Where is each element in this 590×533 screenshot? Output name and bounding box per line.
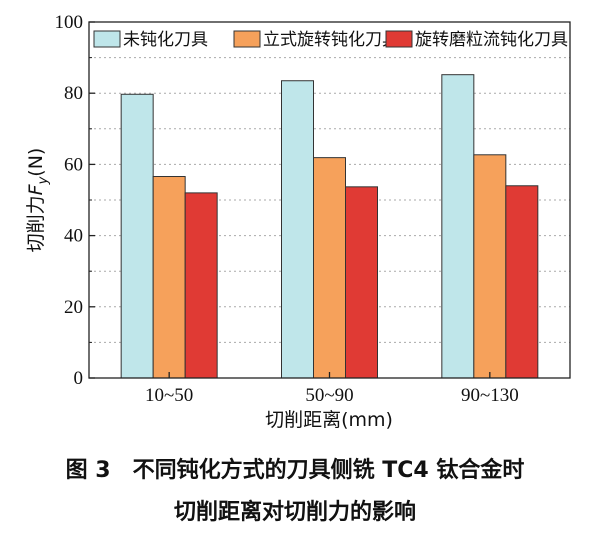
figure-caption-line1: 图 3 不同钝化方式的刀具侧铣 TC4 钛合金时: [65, 458, 525, 483]
bar-2-3: [473, 154, 507, 379]
y-axis-title-var: F: [25, 183, 47, 195]
bar-3-1: [184, 192, 218, 379]
y-tick-label: 60: [64, 154, 83, 175]
figure-caption-line2: 切削距离对切削力的影响: [173, 500, 416, 525]
y-tick-label: 100: [55, 12, 84, 33]
bar-1-2: [281, 80, 314, 379]
y-axis-title-main: 切削力: [25, 195, 47, 252]
y-axis-title-unit: (N): [25, 148, 47, 177]
x-axis-ticks: 10~50 50~90 90~130: [145, 372, 519, 406]
legend-swatch-1: [93, 30, 121, 48]
bars: [120, 74, 539, 379]
bar-1-1: [120, 93, 154, 379]
legend-label-1: 未钝化刀具: [123, 30, 208, 50]
bar-3-2: [345, 186, 378, 379]
legend-swatch-2: [233, 30, 261, 48]
x-tick-label: 50~90: [305, 385, 353, 406]
bar-3-3: [505, 185, 539, 379]
y-axis-title-sub: y: [36, 176, 51, 185]
legend: 未钝化刀具 立式旋转钝化刀具 旋转磨粒流钝化刀具: [93, 30, 568, 50]
y-tick-label: 0: [74, 368, 84, 389]
legend-label-2: 立式旋转钝化刀具: [263, 30, 399, 50]
y-axis-ticks: 0 20 40 60 80 100: [55, 12, 95, 389]
legend-label-3: 旋转磨粒流钝化刀具: [415, 30, 568, 50]
bar-1-3: [441, 74, 475, 379]
bar-2-1: [152, 176, 186, 379]
legend-swatch-3: [385, 30, 413, 48]
y-tick-label: 20: [64, 297, 83, 318]
y-axis-title: 切削力Fy(N): [25, 148, 51, 253]
bar-chart: 0 20 40 60 80 100 10~50 50~90 90~130 未钝化刀具 立式旋转钝…: [25, 12, 571, 431]
x-tick-label: 90~130: [461, 385, 519, 406]
bar-2-2: [313, 157, 346, 379]
y-tick-label: 40: [64, 226, 83, 247]
x-tick-label: 10~50: [145, 385, 193, 406]
y-tick-label: 80: [64, 83, 83, 104]
x-axis-title: 切削距离(mm): [265, 409, 393, 431]
